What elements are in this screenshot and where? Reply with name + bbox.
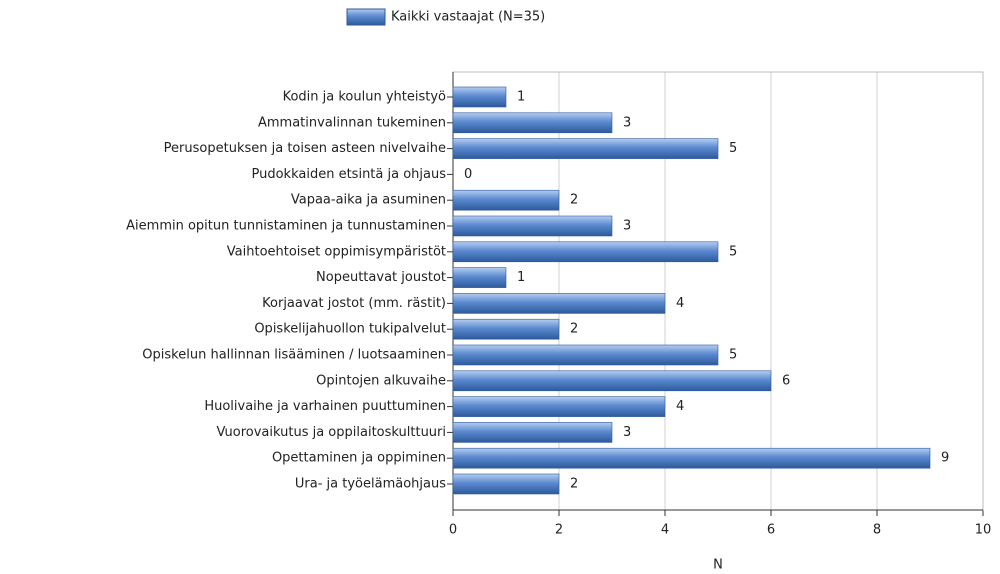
bar — [452, 241, 719, 263]
x-tick-label: 8 — [873, 523, 881, 538]
bar — [452, 86, 507, 108]
y-tick-label: Nopeuttavat joustot — [316, 270, 446, 285]
y-tick-label: Ura- ja työelämäohjaus — [295, 477, 446, 492]
y-tick-label: Vuorovaikutus ja oppilaitoskulttuuri — [217, 425, 447, 440]
legend-label: Kaikki vastaajat (N=35) — [391, 10, 545, 25]
y-tick-label: Korjaavat jostot (mm. rästit) — [262, 296, 446, 311]
bar — [452, 215, 613, 237]
value-label: 5 — [729, 348, 737, 363]
bar — [452, 318, 560, 340]
x-tick-label: 10 — [975, 523, 992, 538]
value-label: 0 — [464, 167, 472, 182]
y-tick-label: Kodin ja koulun yhteistyö — [283, 90, 446, 105]
y-tick-label: Aiemmin opitun tunnistaminen ja tunnusta… — [126, 219, 446, 234]
bar — [452, 189, 560, 211]
value-label: 1 — [517, 90, 525, 105]
x-tick-label: 2 — [555, 523, 563, 538]
value-label: 5 — [729, 141, 737, 156]
y-tick-label: Vapaa-aika ja asuminen — [291, 193, 446, 208]
x-tick-label: 6 — [767, 523, 775, 538]
bar — [452, 422, 613, 443]
value-label: 2 — [570, 193, 578, 208]
bar — [452, 473, 560, 495]
bar — [452, 267, 507, 288]
value-label: 9 — [941, 451, 949, 466]
y-tick-label: Opettaminen ja oppiminen — [272, 451, 446, 466]
value-label: 3 — [623, 115, 631, 130]
value-label: 5 — [729, 244, 737, 259]
value-label: 2 — [570, 477, 578, 492]
y-tick-label: Opiskelun hallinnan lisääminen / luotsaa… — [142, 348, 446, 363]
bar — [452, 138, 719, 159]
bar — [452, 293, 666, 314]
value-label: 4 — [676, 399, 684, 414]
y-tick-label: Pudokkaiden etsintä ja ohjaus — [252, 167, 447, 182]
bar — [452, 112, 613, 134]
plot-border — [452, 71, 984, 511]
bar — [452, 344, 719, 366]
value-label: 3 — [623, 219, 631, 234]
x-axis-label: N — [713, 558, 723, 573]
x-tick-label: 0 — [449, 523, 457, 538]
y-tick-label: Perusopetuksen ja toisen asteen nivelvai… — [164, 141, 446, 156]
bar — [452, 370, 772, 392]
y-tick-label: Opintojen alkuvaihe — [316, 373, 446, 388]
y-tick-label: Ammatinvalinnan tukeminen — [258, 115, 446, 130]
value-label: 4 — [676, 296, 684, 311]
x-tick-label: 4 — [661, 523, 669, 538]
value-label: 3 — [623, 425, 631, 440]
bar — [452, 447, 931, 469]
legend-swatch — [346, 8, 386, 26]
y-tick-label: Vaihtoehtoiset oppimisympäristöt — [227, 244, 446, 259]
bar — [452, 396, 666, 417]
y-tick-label: Opiskelijahuollon tukipalvelut — [254, 322, 446, 337]
value-label: 6 — [782, 373, 790, 388]
value-label: 1 — [517, 270, 525, 285]
value-label: 2 — [570, 322, 578, 337]
y-tick-label: Huolivaihe ja varhainen puuttuminen — [204, 399, 446, 414]
